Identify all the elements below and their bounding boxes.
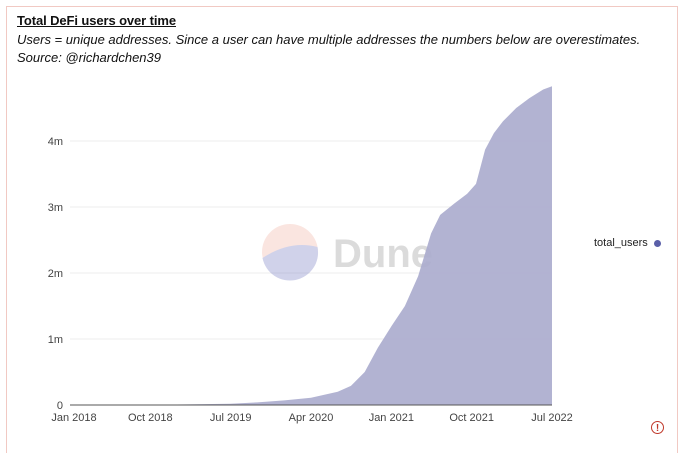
chart-subtitle: Users = unique addresses. Since a user c… xyxy=(17,32,641,65)
dune-watermark-text: Dune xyxy=(333,232,433,276)
y-tick-label: 0 xyxy=(57,400,63,412)
x-tick-label: Oct 2018 xyxy=(128,412,173,424)
dune-logo-lower-icon xyxy=(262,245,319,281)
area-series-total_users xyxy=(70,86,552,405)
x-tick-label: Jul 2019 xyxy=(210,412,252,424)
y-tick-label: 4m xyxy=(48,136,63,148)
legend-label: total_users xyxy=(594,237,648,249)
area-layer xyxy=(70,86,552,405)
y-axis-ticks: 0 1m 2m 3m 4m xyxy=(48,136,63,412)
chart-card xyxy=(6,6,678,453)
x-tick-label: Jan 2021 xyxy=(369,412,414,424)
legend-color-dot xyxy=(653,239,661,247)
x-tick-label: Jan 2018 xyxy=(51,412,96,424)
x-tick-label: Apr 2020 xyxy=(289,412,334,424)
y-tick-label: 3m xyxy=(48,202,63,214)
x-axis-ticks: Jan 2018 Oct 2018 Jul 2019 Apr 2020 Jan 2021… xyxy=(51,412,572,424)
warning-icon[interactable]: ! xyxy=(651,421,664,434)
x-tick-label: Oct 2021 xyxy=(449,412,494,424)
legend-item[interactable]: total_users xyxy=(594,237,661,249)
dune-watermark: Dune xyxy=(262,224,433,281)
dune-logo-icon xyxy=(262,224,318,280)
y-tick-label: 2m xyxy=(48,268,63,280)
chart-title[interactable]: Total DeFi users over time xyxy=(17,13,176,28)
x-tick-label: Jul 2022 xyxy=(531,412,573,424)
y-tick-label: 1m xyxy=(48,334,63,346)
